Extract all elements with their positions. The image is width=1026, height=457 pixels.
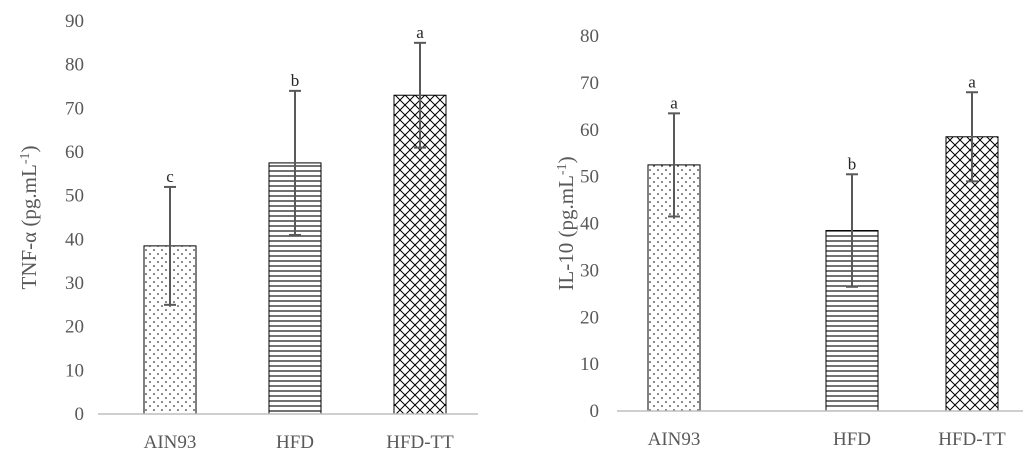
significance-letter: a: [670, 93, 678, 112]
y-tick-label: 0: [75, 404, 85, 425]
y-tick-label: 90: [65, 11, 84, 32]
significance-letter: b: [291, 71, 300, 90]
y-tick-label: 40: [580, 214, 599, 235]
significance-letter: a: [968, 72, 976, 91]
y-tick-label: 20: [65, 317, 84, 338]
y-tick-label: 70: [65, 98, 84, 119]
category-label: HFD: [833, 429, 871, 450]
y-tick-label: 30: [580, 260, 599, 281]
category-label: AIN93: [648, 429, 701, 450]
y-tick-label: 50: [580, 167, 599, 188]
y-tick-label: 50: [65, 186, 84, 207]
significance-letter: b: [848, 154, 857, 173]
y-tick-label: 40: [65, 229, 84, 250]
bar-hfd-tt: [945, 136, 999, 412]
tnf-alpha-chart: 0 10 20 30 40 50 60 70 80 90 TNF-α (pg.mL-1) c AIN93…: [17, 11, 478, 453]
significance-letter: a: [416, 23, 424, 42]
il-10-chart: 0 10 20 30 40 50 60 70 80 IL-10 (pg.mL-1) a AIN93 b H…: [554, 26, 1023, 450]
significance-letter: c: [166, 167, 174, 186]
y-tick-label: 20: [580, 307, 599, 328]
y-tick-label: 0: [590, 401, 600, 422]
category-label: HFD-TT: [938, 429, 1006, 450]
y-axis-label: IL-10 (pg.mL-1): [554, 156, 578, 290]
category-label: AIN93: [144, 432, 197, 453]
category-label: HFD: [276, 432, 314, 453]
category-label: HFD-TT: [386, 432, 454, 453]
y-tick-label: 10: [580, 354, 599, 375]
y-tick-label: 10: [65, 360, 84, 381]
y-tick-label: 30: [65, 273, 84, 294]
y-axis-label: TNF-α (pg.mL-1): [17, 146, 41, 290]
y-tick-label: 80: [65, 55, 84, 76]
y-tick-label: 80: [580, 26, 599, 47]
y-tick-label: 70: [580, 73, 599, 94]
y-tick-label: 60: [65, 142, 84, 163]
y-tick-label: 60: [580, 120, 599, 141]
